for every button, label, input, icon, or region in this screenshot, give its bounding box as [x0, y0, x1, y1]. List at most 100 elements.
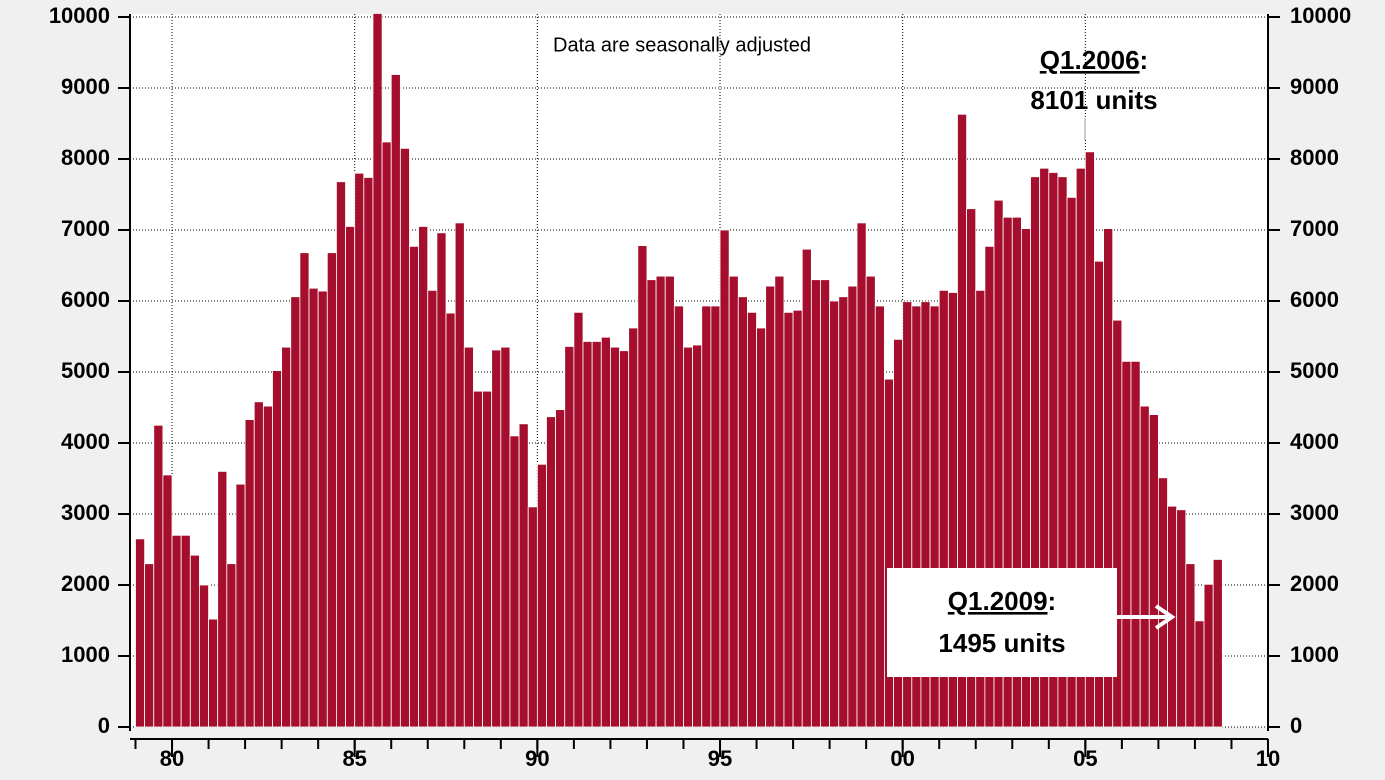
bar — [865, 275, 876, 728]
bar — [728, 275, 739, 728]
bar — [536, 463, 547, 728]
bar — [774, 275, 785, 728]
bar — [820, 279, 831, 728]
bar — [454, 222, 465, 728]
y2-tick-label: 0 — [1290, 713, 1302, 738]
y-tick-label: 6000 — [61, 287, 110, 312]
bar — [664, 275, 675, 728]
x-tick-label: 00 — [890, 746, 914, 771]
bar — [683, 346, 694, 728]
bar — [290, 296, 301, 728]
x-tick-label: 80 — [160, 746, 184, 771]
y2-tick-label: 2000 — [1290, 571, 1339, 596]
bar — [317, 290, 328, 728]
y-tick-label: 0 — [98, 713, 110, 738]
bar — [1203, 583, 1214, 728]
bar — [262, 405, 273, 728]
bar — [399, 147, 410, 728]
bar — [345, 226, 356, 728]
bar — [874, 305, 885, 728]
bar — [527, 506, 538, 728]
bar — [600, 336, 611, 728]
bar — [308, 287, 319, 728]
bar — [409, 245, 420, 728]
bar — [737, 296, 748, 728]
bar — [427, 289, 438, 728]
bar — [135, 538, 146, 728]
y2-tick-label: 5000 — [1290, 358, 1339, 383]
bar — [199, 584, 209, 728]
bar — [208, 618, 219, 728]
bar — [144, 563, 155, 728]
bar — [1176, 509, 1187, 728]
y2-tick-label: 10000 — [1290, 3, 1351, 28]
low-date: Q1.2009 — [948, 586, 1048, 616]
bar — [719, 229, 730, 728]
bar — [390, 74, 401, 728]
x-tick-label: 05 — [1073, 746, 1097, 771]
bar — [710, 305, 721, 728]
bar — [801, 248, 812, 728]
note: Data are seasonally adjusted — [553, 34, 811, 56]
x-tick-label: 90 — [525, 746, 549, 771]
bar — [1212, 559, 1223, 728]
low-label: Q1.2009: — [948, 586, 1056, 616]
bar — [354, 172, 365, 728]
bar — [217, 470, 228, 728]
bar — [363, 177, 374, 728]
bar — [299, 252, 310, 728]
bar — [235, 483, 246, 728]
bar — [1121, 360, 1132, 728]
y2-tick-label: 9000 — [1290, 74, 1339, 99]
peak-date: Q1.2006 — [1040, 45, 1140, 75]
bar — [582, 341, 593, 728]
bar — [372, 13, 383, 728]
y-tick-label: 9000 — [61, 74, 110, 99]
y2-tick-label: 6000 — [1290, 287, 1339, 312]
peak-colon: : — [1140, 45, 1149, 75]
low-box — [887, 568, 1117, 677]
bar — [418, 226, 429, 728]
bar — [281, 346, 292, 728]
bar — [1185, 563, 1196, 728]
bar — [1148, 414, 1159, 728]
bar — [701, 305, 712, 728]
low-arrow-head — [1154, 604, 1176, 630]
x-tick-label: 10 — [1256, 746, 1280, 771]
bar — [610, 346, 620, 728]
bar — [646, 279, 657, 728]
bar — [747, 311, 757, 728]
bar — [546, 416, 557, 728]
bar — [518, 423, 529, 728]
y-tick-label: 1000 — [61, 642, 110, 667]
x-tick-label: 85 — [342, 746, 366, 771]
bar — [272, 370, 283, 728]
bar — [856, 222, 867, 728]
y-tick-label: 5000 — [61, 358, 110, 383]
bar — [500, 346, 511, 728]
bar — [482, 390, 493, 728]
bar — [253, 401, 264, 728]
y-tick-label: 10000 — [49, 3, 110, 28]
bar — [792, 309, 803, 728]
y2-tick-label: 8000 — [1290, 145, 1339, 170]
y2-tick-label: 4000 — [1290, 429, 1339, 454]
low-colon: : — [1048, 586, 1057, 616]
peak-label: Q1.2006: — [1040, 45, 1148, 75]
bar — [564, 346, 575, 728]
bar — [326, 252, 337, 728]
y-tick-label: 2000 — [61, 571, 110, 596]
bar — [162, 474, 173, 728]
bar — [810, 279, 821, 728]
bar — [847, 285, 858, 728]
bar — [692, 344, 703, 728]
peak-value: 8101 units — [1030, 85, 1157, 115]
bar — [573, 311, 584, 728]
bar — [1139, 405, 1150, 728]
bar — [445, 312, 456, 728]
bar — [838, 296, 849, 728]
y2-tick-label: 3000 — [1290, 500, 1339, 525]
bar — [756, 327, 767, 728]
